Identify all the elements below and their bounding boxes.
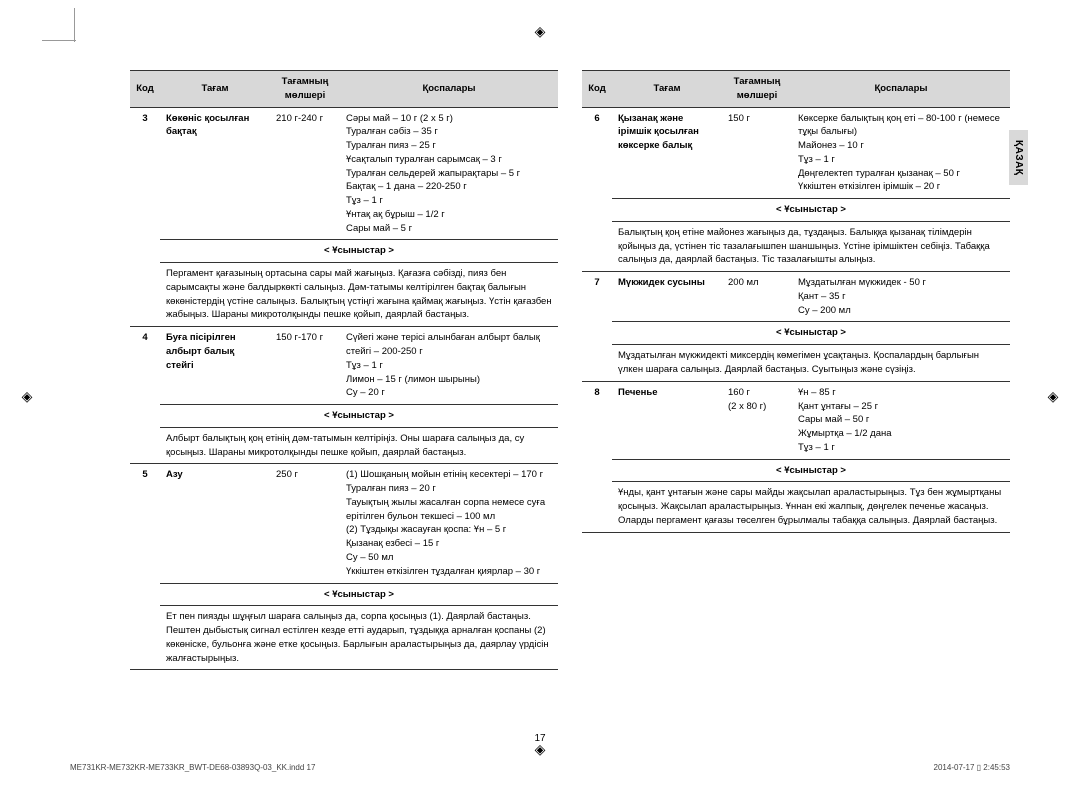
recipe-amount: 150 г-170 г [270, 327, 340, 405]
recipe-hint-header-row: < Ұсыныстар > [582, 199, 1010, 222]
recipe-hint-row: Балықтың қоң етіне майонез жағыңыз да, т… [582, 221, 1010, 271]
hint-header: < Ұсыныстар > [160, 240, 558, 263]
recipe-amount: 160 г (2 x 80 г) [722, 381, 792, 459]
recipe-amount: 210 г-240 г [270, 107, 340, 240]
recipe-row: 6Қызанақ және ірімшік қосылған көксерке … [582, 107, 1010, 199]
recipe-name: Қызанақ және ірімшік қосылған көксерке б… [612, 107, 722, 199]
recipe-hint-row: Мұздатылған мүкжидекті миксердің көмегім… [582, 345, 1010, 382]
recipe-code: 4 [130, 327, 160, 464]
language-tab: ҚАЗАҚ [1009, 130, 1028, 185]
hint-text: Мұздатылған мүкжидекті миксердің көмегім… [612, 345, 1010, 382]
recipe-hint-row: Пергамент қағазының ортасына сары май жа… [130, 263, 558, 327]
recipe-name: Мүкжидек сусыны [612, 272, 722, 322]
right-column: Код Тағам Тағамның мөлшері Қоспалары 6Қы… [582, 70, 1010, 670]
recipe-row: 4Буға пісірілген албырт балық стейгі150 … [130, 327, 558, 405]
recipe-code: 6 [582, 107, 612, 272]
recipe-code: 8 [582, 381, 612, 532]
hint-text: Ұнды, қант ұнтағын және сары майды жақсы… [612, 482, 1010, 532]
recipe-row: 5Азу250 г(1) Шошқаның мойын етінің кесек… [130, 464, 558, 583]
recipe-code: 5 [130, 464, 160, 670]
col-ingredients: Қоспалары [340, 71, 558, 108]
hint-text: Балықтың қоң етіне майонез жағыңыз да, т… [612, 221, 1010, 271]
col-code: Код [582, 71, 612, 108]
hint-header: < Ұсыныстар > [160, 405, 558, 428]
table-header-row: Код Тағам Тағамның мөлшері Қоспалары [582, 71, 1010, 108]
recipe-name: Печенье [612, 381, 722, 459]
recipe-row: 7Мүкжидек сусыны200 млМұздатылған мүкжид… [582, 272, 1010, 322]
recipe-ingredients: Көксерке балықтың қоң еті – 80-100 г (не… [792, 107, 1010, 199]
page-number: 17 [0, 733, 1080, 744]
recipe-ingredients: Сүйегі және терісі алынбаған албырт балы… [340, 327, 558, 405]
recipe-code: 7 [582, 272, 612, 382]
recipe-hint-header-row: < Ұсыныстар > [130, 240, 558, 263]
hint-text: Пергамент қағазының ортасына сары май жа… [160, 263, 558, 327]
page-content: Код Тағам Тағамның мөлшері Қоспалары 3Кө… [0, 0, 1080, 700]
recipe-hint-header-row: < Ұсыныстар > [130, 583, 558, 606]
hint-header: < Ұсыныстар > [612, 199, 1010, 222]
recipe-hint-header-row: < Ұсыныстар > [130, 405, 558, 428]
recipe-amount: 150 г [722, 107, 792, 199]
recipe-amount: 200 мл [722, 272, 792, 322]
col-ingredients: Қоспалары [792, 71, 1010, 108]
hint-header: < Ұсыныстар > [612, 322, 1010, 345]
recipe-hint-row: Ет пен пиязды шұңғыл шараға салыңыз да, … [130, 606, 558, 670]
hint-text: Албырт балықтың қоң етінің дәм-татымын к… [160, 427, 558, 464]
recipe-row: 3Көкөніс қосылған бақтақ210 г-240 гСәры … [130, 107, 558, 240]
recipe-ingredients: (1) Шошқаның мойын етінің кесектері – 17… [340, 464, 558, 583]
recipe-hint-row: Ұнды, қант ұнтағын және сары майды жақсы… [582, 482, 1010, 532]
col-name: Тағам [160, 71, 270, 108]
recipe-amount: 250 г [270, 464, 340, 583]
recipe-table-left: Код Тағам Тағамның мөлшері Қоспалары 3Кө… [130, 70, 558, 670]
hint-text: Ет пен пиязды шұңғыл шараға салыңыз да, … [160, 606, 558, 670]
table-header-row: Код Тағам Тағамның мөлшері Қоспалары [130, 71, 558, 108]
recipe-hint-header-row: < Ұсыныстар > [582, 322, 1010, 345]
left-column: Код Тағам Тағамның мөлшері Қоспалары 3Кө… [130, 70, 558, 670]
col-amount: Тағамның мөлшері [722, 71, 792, 108]
recipe-ingredients: Мұздатылған мүкжидек - 50 г Қант – 35 г … [792, 272, 1010, 322]
col-code: Код [130, 71, 160, 108]
recipe-table-right: Код Тағам Тағамның мөлшері Қоспалары 6Қы… [582, 70, 1010, 533]
recipe-name: Көкөніс қосылған бақтақ [160, 107, 270, 240]
recipe-hint-header-row: < Ұсыныстар > [582, 459, 1010, 482]
col-amount: Тағамның мөлшері [270, 71, 340, 108]
recipe-name: Буға пісірілген албырт балық стейгі [160, 327, 270, 405]
footer: ME731KR-ME732KR-ME733KR_BWT-DE68-03893Q-… [70, 763, 1010, 772]
hint-header: < Ұсыныстар > [160, 583, 558, 606]
recipe-code: 3 [130, 107, 160, 327]
hint-header: < Ұсыныстар > [612, 459, 1010, 482]
recipe-ingredients: Ұн – 85 г Қант ұнтағы – 25 г Сары май – … [792, 381, 1010, 459]
recipe-ingredients: Сәры май – 10 г (2 x 5 г) Туралған сәбіз… [340, 107, 558, 240]
registration-mark-bottom: ◈ [533, 742, 547, 756]
footer-filename: ME731KR-ME732KR-ME733KR_BWT-DE68-03893Q-… [70, 763, 315, 772]
footer-timestamp: 2014-07-17 ▯ 2:45:53 [934, 763, 1010, 772]
recipe-hint-row: Албырт балықтың қоң етінің дәм-татымын к… [130, 427, 558, 464]
recipe-row: 8Печенье160 г (2 x 80 г)Ұн – 85 г Қант ұ… [582, 381, 1010, 459]
recipe-name: Азу [160, 464, 270, 583]
col-name: Тағам [612, 71, 722, 108]
